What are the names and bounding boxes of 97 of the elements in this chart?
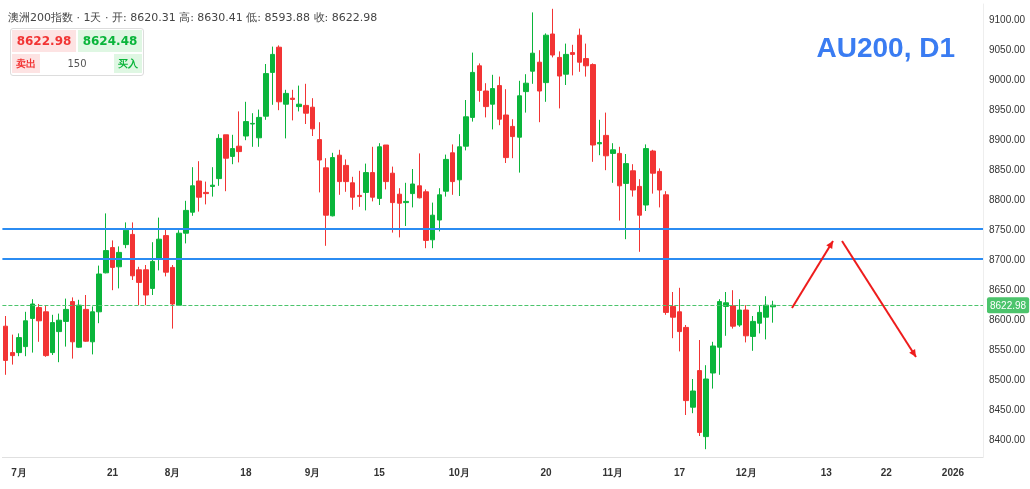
candlestick [443,154,449,198]
candlestick [610,142,616,184]
candlestick [150,241,155,296]
ref-line-label: 8622.98 [990,299,1027,311]
candlestick [430,202,435,249]
y-tick-label: 8750.00 [989,223,1026,235]
x-tick-label: 17 [673,466,686,478]
candlestick [730,289,736,330]
candlestick [330,152,335,217]
candlestick [737,298,742,328]
candlestick [3,315,8,376]
candlestick [623,153,629,240]
candlestick [110,239,115,291]
candlestick [690,378,696,414]
x-tick-label: 2026 [941,466,965,478]
candlestick [743,304,749,343]
y-tick-label: 8900.00 [989,133,1026,145]
annotation: 150 [42,54,112,73]
candlestick [370,146,375,202]
candlestick [557,50,562,109]
candlestick [210,166,215,198]
x-tick-label: 10月 [448,466,470,478]
y-tick-label: 8950.00 [989,103,1026,115]
x-tick-label: 15 [373,466,386,478]
x-tick-label: 8月 [164,466,181,478]
candlestick [517,80,522,174]
candlestick [597,119,602,156]
candlestick [357,170,362,208]
candlestick [450,143,455,196]
candlestick [216,133,222,187]
annotation: 8622.98 [12,30,76,52]
candlestick [410,168,415,208]
text: 澳洲200指数 · 1天 · 开: 8620.31 高: 8630.41 低: 8593.88 收: 8622.98 [8,10,378,25]
candlestick [223,134,229,192]
candlestick [317,121,322,193]
candlestick [523,73,529,114]
candlestick [703,364,709,450]
x-tick-label: 7月 [11,466,27,478]
candlestick [363,163,369,211]
annotation: 买入 [114,54,142,73]
candlestick [283,89,289,139]
x-tick-label: 9月 [304,466,321,478]
candlestick [490,74,495,130]
candlestick [83,294,89,343]
candlestick [550,8,555,58]
candlestick [397,187,402,238]
annotation: 卖出 [12,54,40,73]
x-tick-label: 11月 [602,466,624,478]
y-tick-label: 8400.00 [989,433,1026,445]
candlestick [603,112,609,171]
x-tick-label: 22 [880,466,893,478]
candlestick [530,11,535,85]
candlestick [643,143,649,212]
candlestick [70,296,75,360]
y-tick-label: 8850.00 [989,163,1026,175]
y-tick-label: 8650.00 [989,283,1026,295]
x-tick-label: 20 [540,466,553,478]
candlestick [617,146,622,222]
candlestick [697,339,702,437]
candlestick [30,298,35,354]
candlestick [156,217,162,271]
candlestick [76,299,82,349]
candlestick [537,49,542,123]
x-tick-label: 12月 [735,466,757,478]
text: AU200, D1 [816,31,956,63]
candlestick [323,157,329,247]
candlestick [276,44,282,111]
candlestick [290,89,295,121]
candlestick [10,334,15,366]
candlestick [350,176,355,211]
y-tick-label: 8600.00 [989,313,1026,325]
x-tick-label: 13 [820,466,833,478]
x-tick-label: 18 [240,466,252,478]
candlestick [270,46,275,106]
candlestick [377,142,382,206]
candlestick [236,110,242,163]
candlestick [103,212,109,274]
y-tick-label: 9050.00 [989,43,1026,55]
candlestick [437,187,442,232]
candlestick [116,245,122,289]
y-tick-label: 8700.00 [989,253,1026,265]
y-tick-label: 8450.00 [989,403,1026,415]
x-tick-label: 21 [106,466,119,478]
candlestick [296,85,302,112]
candlestick [403,182,409,227]
y-tick-label: 8500.00 [989,373,1026,385]
candlestick [563,43,569,86]
candlestick [123,221,129,249]
candlestick [230,134,235,165]
y-tick-label: 8550.00 [989,343,1026,355]
y-tick-label: 9100.00 [989,13,1026,25]
annotation: 8624.48 [78,30,142,52]
y-tick-label: 8800.00 [989,193,1026,205]
candlestick [263,63,269,121]
candlestick [570,44,575,76]
y-tick-label: 9000.00 [989,73,1026,85]
candlestick [543,32,549,103]
